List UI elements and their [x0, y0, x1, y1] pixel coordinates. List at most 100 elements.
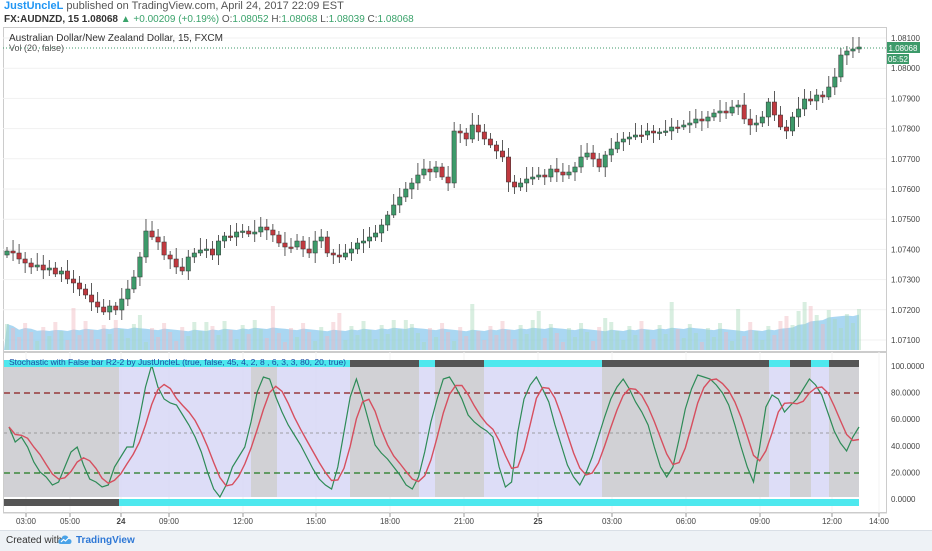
candle [832, 68, 838, 95]
false-bar-zone [435, 366, 484, 497]
volume-bar [391, 320, 396, 350]
stochastic-indicator-label[interactable]: Stochastic with False bar R2-2 by JustUn… [9, 357, 346, 367]
last-price-tag-text: 1.08068 [889, 44, 918, 53]
candle [753, 115, 759, 132]
candle [403, 182, 409, 202]
volume-bar [857, 309, 861, 350]
candle [566, 165, 572, 179]
candle [705, 111, 711, 128]
volume-bar [754, 331, 759, 350]
author-link[interactable]: JustUncleL [4, 0, 64, 12]
volume-bar [591, 341, 596, 350]
price-tick-label: 1.07300 [891, 276, 920, 285]
volume-bar [150, 328, 155, 350]
volume-bar [560, 342, 565, 350]
tradingview-brand[interactable]: TradingView [76, 535, 135, 546]
candle [614, 133, 620, 153]
volume-bar [125, 338, 130, 350]
stochastic-axis[interactable]: 100.0000 80.0000 60.0000 40.0000 20.0000 0.00… [891, 362, 925, 504]
time-tick-label: 12:00 [822, 517, 843, 526]
false-bar-zone [790, 366, 811, 497]
bottom-signal-bar [4, 499, 859, 506]
chart-area[interactable]: Australian Dollar/New Zealand Dollar, 15… [3, 27, 928, 527]
time-tick-label: 09:00 [159, 517, 180, 526]
open-value: 1.08052 [232, 14, 269, 25]
candle [312, 231, 318, 263]
volume-bar [131, 324, 136, 350]
top-signal-bar [4, 360, 859, 367]
volume-bar [246, 334, 251, 350]
candle [409, 178, 415, 199]
candle [355, 238, 360, 254]
candlesticks [4, 37, 862, 320]
candle [294, 234, 300, 250]
price-axis[interactable]: 1.08100 1.08000 1.07900 1.07800 1.07700 1.076… [891, 34, 920, 345]
last-price: 1.08068 [81, 14, 118, 25]
volume-bar [295, 337, 300, 350]
candle [675, 120, 681, 133]
volume-bar [361, 321, 366, 350]
volume-bar [548, 324, 553, 350]
candle [427, 161, 433, 181]
volume-bar [446, 332, 451, 350]
volume-bar [198, 331, 203, 350]
volume-bar [427, 328, 432, 350]
candle [602, 151, 608, 177]
volume-bar [180, 327, 185, 350]
candle [397, 188, 403, 213]
volume-bar [597, 327, 602, 350]
volume-bar [736, 309, 741, 350]
candle [741, 93, 747, 124]
candle [40, 255, 46, 279]
volume-bar [319, 327, 324, 350]
tradingview-cloud-icon[interactable] [58, 533, 72, 547]
time-axis[interactable]: 03:00 05:00 24 09:00 12:00 15:00 18:00 21:00 25 0… [16, 513, 890, 526]
candle [578, 145, 584, 173]
volume-bar [524, 334, 529, 350]
stochastic-k-line [8, 362, 860, 499]
volume-bar [814, 315, 819, 350]
candle [687, 111, 693, 133]
volume-bar [65, 340, 70, 350]
volume-bar [651, 339, 656, 350]
volume-indicator-label[interactable]: Vol (20, false) [9, 43, 64, 53]
high-value: 1.08068 [281, 14, 318, 25]
candle [469, 113, 475, 143]
volume-bar [434, 337, 439, 350]
candle [185, 250, 191, 280]
candle [58, 267, 64, 282]
stochastic-lines [8, 362, 860, 499]
candle [487, 133, 493, 148]
candle [463, 128, 469, 146]
candle [179, 258, 185, 275]
signal-bar-dark [829, 360, 859, 367]
chart-svg[interactable]: Australian Dollar/New Zealand Dollar, 15… [3, 27, 928, 527]
volume-bar [585, 332, 590, 350]
volume-bar [252, 320, 257, 350]
time-tick-label: 05:00 [60, 517, 81, 526]
candle [361, 229, 366, 253]
candle [107, 300, 113, 320]
volume-bar [470, 304, 475, 350]
volume-bar [385, 334, 390, 350]
candle [421, 159, 427, 179]
volume-bars [5, 302, 861, 350]
volume-bar [367, 330, 372, 350]
candle [590, 145, 596, 167]
candle [119, 288, 125, 320]
candle [530, 167, 536, 185]
signal-bar-dark [435, 360, 484, 367]
volume-bar [113, 320, 118, 350]
volume-bar [71, 308, 76, 350]
candle [481, 124, 487, 145]
candle [246, 226, 252, 237]
volume-bar [174, 341, 179, 350]
volume-bar [270, 306, 275, 350]
volume-bar [621, 340, 626, 350]
volume-bar [337, 313, 342, 350]
volume-bar [536, 311, 541, 350]
candle [433, 161, 439, 178]
candle [802, 89, 808, 116]
volume-bar [415, 333, 420, 350]
candle [826, 76, 832, 100]
